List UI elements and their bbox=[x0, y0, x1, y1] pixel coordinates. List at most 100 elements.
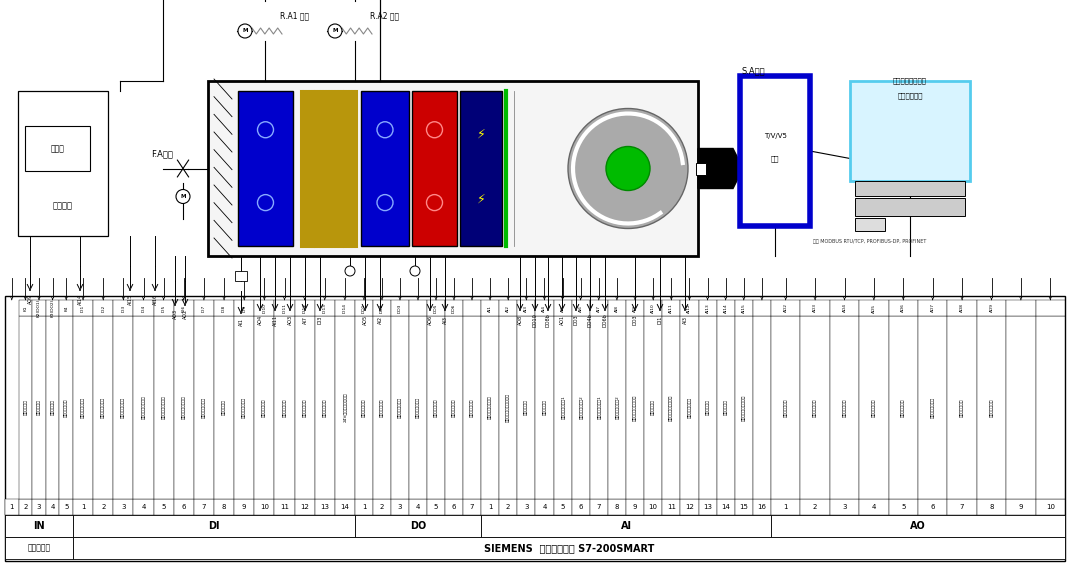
Text: 8: 8 bbox=[221, 504, 227, 510]
Text: 6: 6 bbox=[931, 504, 935, 510]
Text: 一次回风法开度反馈信号: 一次回风法开度反馈信号 bbox=[506, 393, 510, 422]
Bar bbox=[60, 499, 73, 515]
Circle shape bbox=[345, 266, 355, 276]
Circle shape bbox=[606, 147, 649, 191]
Text: AI2: AI2 bbox=[506, 305, 510, 311]
Bar bbox=[391, 316, 409, 499]
Bar bbox=[355, 515, 482, 537]
Bar bbox=[214, 300, 234, 316]
Bar bbox=[571, 300, 590, 316]
Bar bbox=[699, 316, 717, 499]
Bar bbox=[391, 499, 409, 515]
Bar bbox=[355, 499, 373, 515]
Text: AI13: AI13 bbox=[705, 303, 709, 313]
Bar bbox=[800, 499, 830, 515]
Bar bbox=[294, 499, 315, 515]
Bar bbox=[517, 300, 535, 316]
Text: 3: 3 bbox=[398, 504, 402, 510]
Text: AI14: AI14 bbox=[723, 303, 728, 313]
Text: AO7: AO7 bbox=[931, 303, 935, 312]
Bar bbox=[859, 499, 888, 515]
Text: K4: K4 bbox=[64, 305, 68, 311]
Text: 12: 12 bbox=[685, 504, 693, 510]
Text: 加湿阀控制信号: 加湿阀控制信号 bbox=[960, 398, 964, 417]
Bar bbox=[154, 499, 173, 515]
Bar bbox=[662, 300, 681, 316]
Text: 被控房间: 被控房间 bbox=[54, 201, 73, 211]
Bar bbox=[214, 316, 234, 499]
Text: 15: 15 bbox=[739, 504, 748, 510]
Bar bbox=[113, 300, 134, 316]
Text: R.A2 回风: R.A2 回风 bbox=[370, 11, 399, 20]
Bar bbox=[590, 300, 608, 316]
Bar bbox=[699, 499, 717, 515]
Text: 被控区域温度信号2: 被控区域温度信号2 bbox=[579, 396, 583, 419]
Text: DI3: DI3 bbox=[121, 305, 125, 312]
Bar bbox=[46, 300, 60, 316]
Text: DI5: DI5 bbox=[162, 305, 166, 312]
Text: DO: DO bbox=[410, 521, 426, 531]
Bar bbox=[800, 300, 830, 316]
Text: 3: 3 bbox=[36, 504, 42, 510]
Text: 电源正常指示: 电源正常指示 bbox=[24, 400, 28, 415]
Bar bbox=[977, 316, 1006, 499]
Bar bbox=[463, 316, 482, 499]
Text: K1: K1 bbox=[24, 305, 28, 311]
Bar bbox=[113, 499, 134, 515]
Text: AO2: AO2 bbox=[783, 303, 788, 312]
Bar bbox=[608, 499, 626, 515]
Text: 系统故障指示输出: 系统故障指示输出 bbox=[416, 397, 421, 418]
Text: 5: 5 bbox=[561, 504, 565, 510]
Bar bbox=[274, 316, 294, 499]
Bar bbox=[918, 499, 947, 515]
Text: AI9: AI9 bbox=[633, 305, 637, 311]
Text: 8: 8 bbox=[990, 504, 994, 510]
Text: 1: 1 bbox=[783, 504, 788, 510]
Bar bbox=[445, 300, 463, 316]
Bar bbox=[134, 300, 154, 316]
Bar bbox=[335, 300, 355, 316]
Bar bbox=[274, 300, 294, 316]
Circle shape bbox=[328, 24, 342, 38]
Bar bbox=[315, 316, 335, 499]
Bar bbox=[234, 316, 255, 499]
Text: AI12: AI12 bbox=[687, 303, 691, 313]
Bar bbox=[553, 300, 571, 316]
Bar bbox=[294, 316, 315, 499]
Text: 电加热控制信号: 电加热控制信号 bbox=[990, 398, 994, 417]
Text: AI14: AI14 bbox=[77, 293, 82, 305]
Text: 4: 4 bbox=[542, 504, 547, 510]
Text: 13: 13 bbox=[320, 504, 330, 510]
Text: DI7: DI7 bbox=[202, 305, 205, 312]
Bar bbox=[18, 91, 108, 236]
Text: 系统控制台站: 系统控制台站 bbox=[898, 93, 922, 99]
Text: 系统故障提示: 系统故障提示 bbox=[50, 400, 55, 415]
Bar bbox=[571, 499, 590, 515]
Bar bbox=[753, 499, 771, 515]
Text: AI8: AI8 bbox=[615, 305, 618, 311]
Bar bbox=[859, 316, 888, 499]
Bar bbox=[93, 316, 113, 499]
Text: 3: 3 bbox=[524, 504, 529, 510]
Text: 预冷阀控制信号: 预冷阀控制信号 bbox=[813, 398, 817, 417]
Bar bbox=[977, 499, 1006, 515]
Text: 5: 5 bbox=[433, 504, 439, 510]
Text: DO1: DO1 bbox=[362, 303, 366, 312]
Text: DI1: DI1 bbox=[81, 305, 86, 312]
Bar bbox=[482, 316, 499, 499]
Bar bbox=[1006, 300, 1036, 316]
Bar bbox=[335, 316, 355, 499]
Text: AI: AI bbox=[621, 521, 631, 531]
Bar bbox=[681, 300, 699, 316]
Bar bbox=[208, 81, 698, 256]
Text: 2: 2 bbox=[380, 504, 384, 510]
Text: 10: 10 bbox=[260, 504, 269, 510]
Bar bbox=[32, 300, 46, 316]
Text: 14: 14 bbox=[340, 504, 350, 510]
Bar bbox=[771, 300, 800, 316]
Text: 预冷阀控制信号: 预冷阀控制信号 bbox=[901, 398, 905, 417]
Text: 加热开度信号: 加热开度信号 bbox=[652, 400, 655, 415]
Text: DO5: DO5 bbox=[434, 303, 438, 313]
Bar bbox=[717, 300, 735, 316]
Text: 送风保护报警信号: 送风保护报警信号 bbox=[81, 397, 86, 418]
